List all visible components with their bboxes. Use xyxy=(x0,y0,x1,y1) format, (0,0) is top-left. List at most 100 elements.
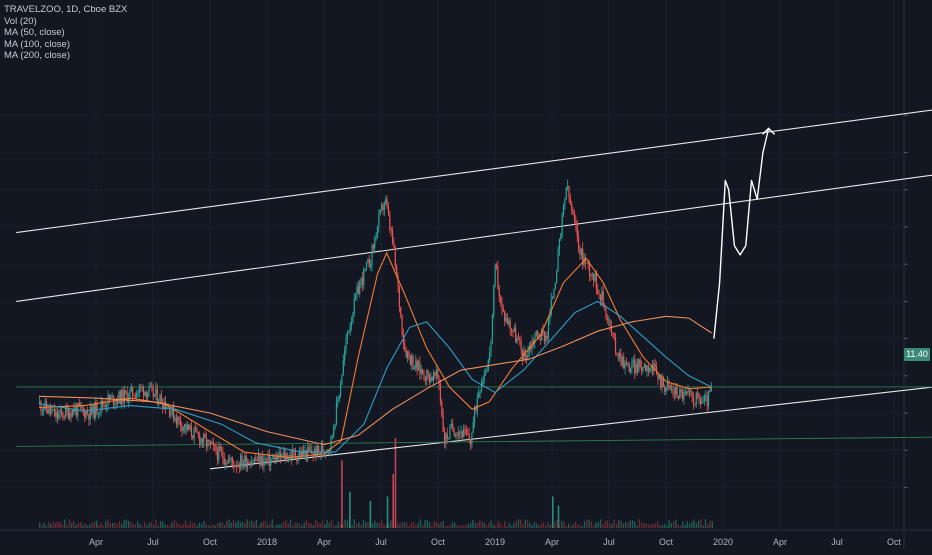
volume-bar xyxy=(604,521,606,528)
price-candle xyxy=(664,386,666,392)
trend-line-channel-middle[interactable] xyxy=(16,174,932,302)
volume-bar xyxy=(481,521,483,528)
price-candle xyxy=(549,314,551,321)
price-candle xyxy=(170,412,172,416)
volume-bar xyxy=(96,520,98,528)
volume-bar xyxy=(524,519,527,528)
price-candle xyxy=(345,338,347,351)
trend-line-channel-upper[interactable] xyxy=(16,109,932,234)
projection-arrowhead xyxy=(762,127,776,135)
volume-bar xyxy=(574,521,577,528)
price-candle xyxy=(482,380,484,385)
price-candle xyxy=(174,418,176,421)
trend-line-support-horizontal[interactable] xyxy=(16,436,932,447)
indicator-ma-200[interactable]: MA (200, close) xyxy=(4,50,70,61)
price-candle xyxy=(204,434,206,438)
volume-bar xyxy=(652,524,654,528)
price-candle xyxy=(422,369,424,374)
projection-drawing[interactable] xyxy=(713,128,770,339)
volume-bar xyxy=(479,520,481,528)
volume-bar xyxy=(631,520,634,528)
volume-bar xyxy=(155,519,157,528)
price-candle xyxy=(85,411,87,418)
trend-line-channel-lower[interactable] xyxy=(209,386,932,470)
price-candle xyxy=(505,317,507,322)
volume-bar xyxy=(406,522,408,528)
volume-bar xyxy=(339,524,342,528)
volume-bar xyxy=(335,525,337,528)
price-candle xyxy=(396,265,398,277)
price-candle xyxy=(283,452,286,459)
price-candle xyxy=(404,344,406,351)
volume-bar xyxy=(153,525,155,528)
price-candle xyxy=(502,309,504,312)
volume-bar xyxy=(212,524,214,528)
price-candle xyxy=(338,396,340,401)
price-candle xyxy=(476,397,478,411)
price-candle xyxy=(512,330,514,332)
volume-bar xyxy=(485,525,488,528)
price-candle xyxy=(516,338,518,343)
price-candle xyxy=(606,318,608,320)
price-candle xyxy=(110,396,112,400)
volume-bar xyxy=(615,523,618,528)
volume-bar xyxy=(342,523,344,528)
volume-bar xyxy=(474,523,476,528)
symbol-title[interactable]: TRAVELZOO, 1D, Cboe BZX xyxy=(4,4,128,15)
price-candle xyxy=(350,321,353,326)
volume-bar xyxy=(148,522,150,528)
volume-bar xyxy=(182,524,185,528)
volume-bar xyxy=(517,519,520,528)
price-candle xyxy=(691,391,693,398)
volume-bar xyxy=(499,523,501,528)
indicator-volume[interactable]: Vol (20) xyxy=(4,15,37,27)
volume-bar xyxy=(570,525,572,528)
price-candle xyxy=(703,396,706,402)
volume-bar xyxy=(693,519,695,528)
volume-bar xyxy=(581,525,584,528)
volume-bar xyxy=(472,519,474,528)
price-candle xyxy=(270,459,272,467)
volume-bar xyxy=(495,525,497,528)
volume-bar xyxy=(184,520,187,528)
volume-bar xyxy=(175,522,178,528)
volume-bar xyxy=(417,522,419,528)
price-candle xyxy=(671,389,673,391)
volume-bar xyxy=(609,523,611,528)
price-candle xyxy=(547,320,550,339)
volume-bar xyxy=(540,523,542,528)
price-candle xyxy=(96,402,98,414)
volume-bar xyxy=(572,524,574,528)
moving-average-line[interactable] xyxy=(38,300,712,453)
volume-bar xyxy=(654,523,656,528)
price-candle xyxy=(571,203,573,212)
volume-bar xyxy=(132,523,134,528)
price-candle xyxy=(132,386,134,396)
price-candle xyxy=(573,213,576,221)
price-candle xyxy=(393,242,395,248)
volume-bar xyxy=(522,523,524,528)
price-candle xyxy=(148,386,150,394)
moving-average-line[interactable] xyxy=(38,251,712,459)
price-candle xyxy=(398,286,400,307)
price-candle xyxy=(186,424,188,431)
price-candle xyxy=(412,355,414,370)
price-candle xyxy=(142,386,145,396)
price-candle xyxy=(576,225,578,237)
indicator-ma-50[interactable]: MA (50, close) xyxy=(4,27,65,38)
price-candle xyxy=(437,369,439,378)
volume-bar xyxy=(123,519,125,528)
volume-bar xyxy=(401,522,403,528)
price-candle xyxy=(616,352,618,356)
volume-bar xyxy=(392,474,394,528)
moving-average-line[interactable] xyxy=(38,315,712,446)
price-candle xyxy=(197,432,199,435)
price-candle xyxy=(486,369,488,373)
indicator-ma-100[interactable]: MA (100, close) xyxy=(4,38,70,50)
volume-bar xyxy=(453,522,456,528)
volume-bar xyxy=(688,523,691,528)
volume-bar xyxy=(282,521,285,528)
volume-bar xyxy=(558,525,561,528)
